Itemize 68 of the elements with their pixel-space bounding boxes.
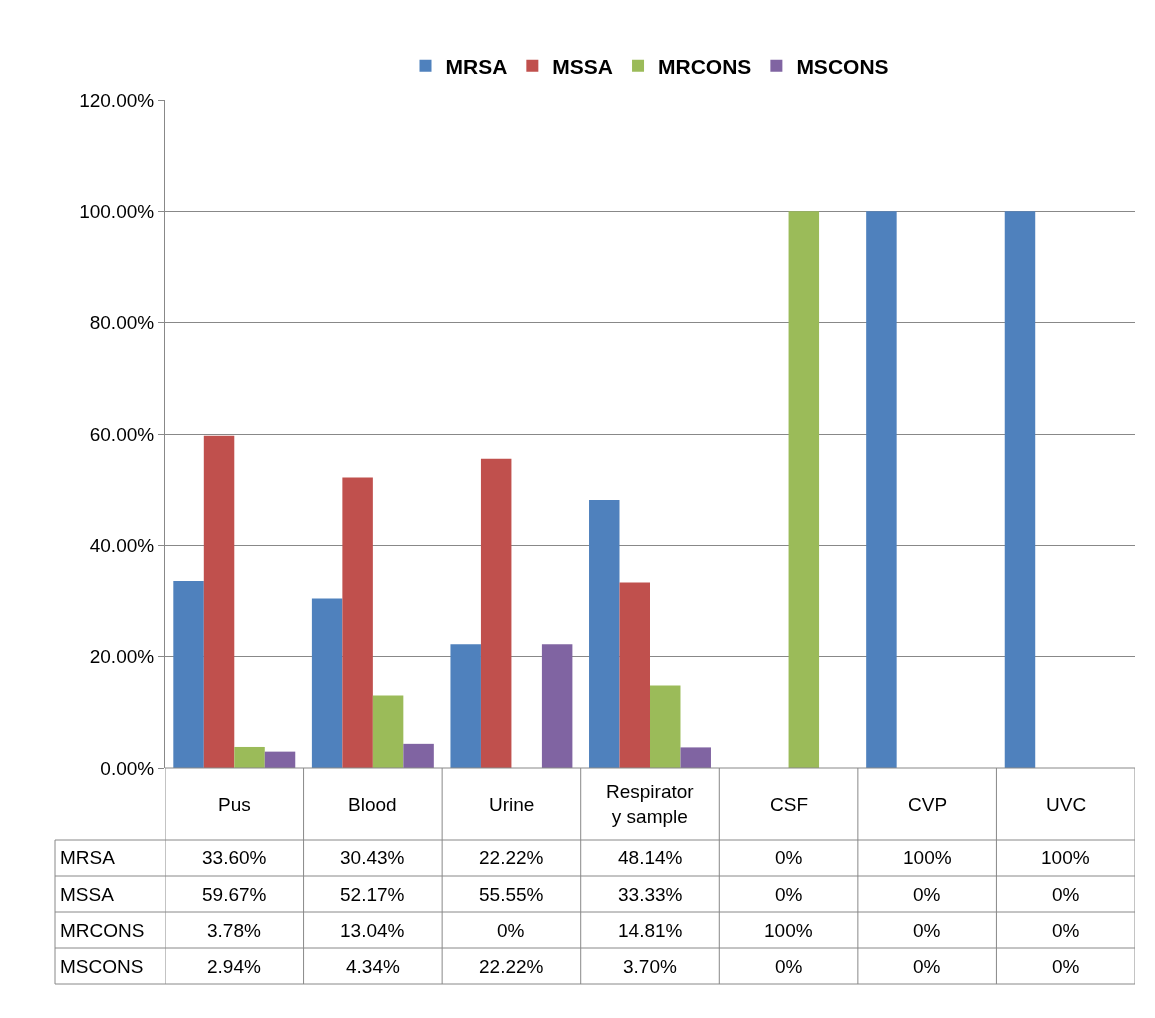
text: MSCONS [60, 956, 144, 977]
data-label: 59.67% [202, 884, 267, 905]
data-label: 0% [913, 884, 941, 905]
legend-label: MRCONS [658, 54, 752, 78]
bar [480, 458, 512, 768]
data-label: 13.04% [340, 920, 405, 941]
bar [173, 580, 204, 768]
data-label: 0% [913, 920, 941, 941]
bar [619, 582, 650, 768]
y-tick-label: 40.00% [89, 534, 155, 556]
bar [264, 751, 296, 768]
y-tick-label: 120.00% [79, 89, 155, 111]
data-label: 48.14% [618, 847, 683, 868]
data-label: 22.22% [479, 956, 544, 977]
y-tick-label: 60.00% [89, 423, 155, 445]
data-label: 30.43% [340, 847, 405, 868]
x-tick-label: CVP [908, 794, 948, 815]
x-tick-label: UVC [1046, 794, 1087, 815]
bar [1004, 211, 1036, 768]
bar [311, 598, 343, 768]
text: MSSA [60, 884, 114, 905]
legend-label: MSSA [552, 54, 614, 78]
bar [203, 435, 235, 768]
bar [342, 477, 373, 768]
data-label: 52.17% [340, 884, 405, 905]
y-tick-label: 80.00% [89, 312, 155, 334]
data-label: 0% [1052, 956, 1080, 977]
x-tick-label: Blood [348, 794, 397, 815]
data-label: 2.94% [207, 956, 261, 977]
data-label: 55.55% [479, 884, 544, 905]
bar [650, 685, 681, 768]
bar [372, 695, 404, 768]
data-label: 0% [775, 884, 803, 905]
data-label: 22.22% [479, 847, 544, 868]
x-tick-label: Pus [218, 794, 251, 815]
data-label: 4.34% [346, 956, 400, 977]
data-label: 0% [775, 956, 803, 977]
bar [403, 743, 434, 768]
bar [541, 644, 573, 768]
data-label: 100% [903, 847, 952, 868]
legend-label: MSCONS [796, 54, 889, 78]
data-label: 33.60% [202, 847, 267, 868]
y-tick-label: 20.00% [89, 646, 155, 668]
bar [234, 746, 265, 768]
data-label: 14.81% [618, 920, 683, 941]
data-label: 0% [1052, 884, 1080, 905]
x-tick-label: Urine [489, 794, 535, 815]
bar [866, 211, 897, 768]
bar [788, 211, 820, 768]
data-label: 0% [1052, 920, 1080, 941]
data-label: 33.33% [618, 884, 683, 905]
bar [680, 747, 711, 768]
data-label: 0% [775, 847, 803, 868]
data-label: 0% [497, 920, 525, 941]
bar [589, 500, 620, 768]
x-tick-label: Respiratory sample [606, 781, 695, 827]
data-label: 100% [1041, 847, 1090, 868]
legend-label: MRSA [445, 54, 508, 78]
y-tick-label: 100.00% [79, 200, 155, 222]
data-label: 3.70% [623, 956, 677, 977]
text: MRCONS [60, 920, 145, 941]
data-label: 0% [913, 956, 941, 977]
text: MRSA [60, 847, 115, 868]
data-label: 100% [764, 920, 813, 941]
data-label: 3.78% [207, 920, 261, 941]
y-tick-label: 0.00% [100, 757, 155, 779]
x-tick-label: CSF [770, 794, 808, 815]
bar [450, 644, 481, 768]
